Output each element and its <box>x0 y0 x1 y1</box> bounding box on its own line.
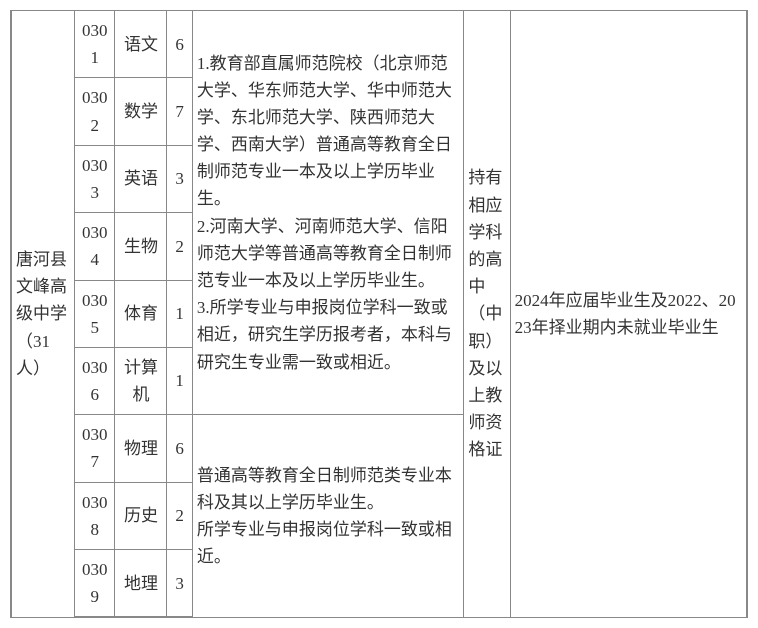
school-cell: 唐河县文峰高级中学（31人） <box>11 11 75 618</box>
count-cell: 1 <box>167 280 192 347</box>
subject-cell: 地理 <box>115 550 167 618</box>
subject-cell: 物理 <box>115 415 167 482</box>
subject-cell: 语文 <box>115 11 167 78</box>
count-cell: 2 <box>167 213 192 280</box>
count-cell: 6 <box>167 11 192 78</box>
subject-cell: 计算机 <box>115 347 167 414</box>
recruitment-table: 唐河县文峰高级中学（31人） 0301 语文 6 1.教育部直属师范院校（北京师… <box>10 10 748 618</box>
code-cell: 0309 <box>75 550 115 618</box>
code-cell: 0301 <box>75 11 115 78</box>
code-cell: 0304 <box>75 213 115 280</box>
code-cell: 0305 <box>75 280 115 347</box>
subject-cell: 数学 <box>115 78 167 145</box>
graduate-cell: 2024年应届毕业生及2022、2023年择业期内未就业毕业生 <box>510 11 747 618</box>
subject-cell: 历史 <box>115 482 167 549</box>
code-cell: 0303 <box>75 145 115 212</box>
count-cell: 2 <box>167 482 192 549</box>
code-cell: 0308 <box>75 482 115 549</box>
count-cell: 3 <box>167 145 192 212</box>
qualification-cell: 持有相应学科的高中（中职）及以上教师资格证 <box>464 11 510 618</box>
code-cell: 0302 <box>75 78 115 145</box>
count-cell: 3 <box>167 550 192 618</box>
requirement-cell-1: 1.教育部直属师范院校（北京师范大学、华东师范大学、华中师范大学、东北师范大学、… <box>192 11 464 415</box>
subject-cell: 生物 <box>115 213 167 280</box>
count-cell: 6 <box>167 415 192 482</box>
code-cell: 0307 <box>75 415 115 482</box>
count-cell: 1 <box>167 347 192 414</box>
subject-cell: 英语 <box>115 145 167 212</box>
requirement-cell-2: 普通高等教育全日制师范类专业本科及其以上学历毕业生。 所学专业与申报岗位学科一致… <box>192 415 464 618</box>
subject-cell: 体育 <box>115 280 167 347</box>
code-cell: 0306 <box>75 347 115 414</box>
count-cell: 7 <box>167 78 192 145</box>
